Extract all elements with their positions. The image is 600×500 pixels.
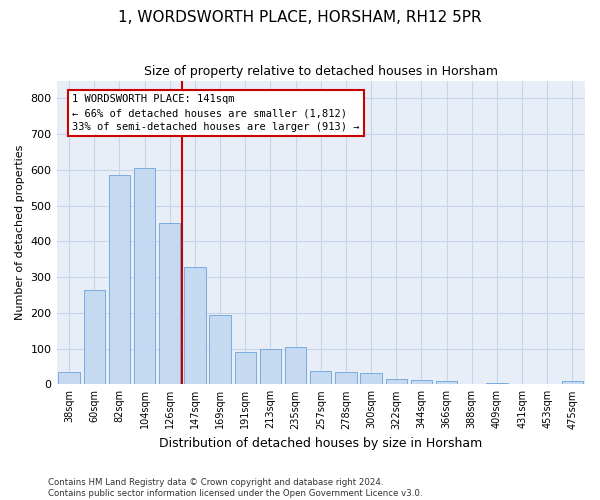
X-axis label: Distribution of detached houses by size in Horsham: Distribution of detached houses by size … xyxy=(159,437,482,450)
Bar xyxy=(335,372,356,384)
Bar xyxy=(235,352,256,384)
Bar xyxy=(386,379,407,384)
Title: Size of property relative to detached houses in Horsham: Size of property relative to detached ho… xyxy=(144,65,498,78)
Bar xyxy=(58,372,80,384)
Y-axis label: Number of detached properties: Number of detached properties xyxy=(15,144,25,320)
Bar xyxy=(411,380,432,384)
Bar xyxy=(260,348,281,384)
Bar xyxy=(436,380,457,384)
Bar xyxy=(109,176,130,384)
Bar xyxy=(285,348,307,385)
Bar xyxy=(134,168,155,384)
Bar xyxy=(486,382,508,384)
Bar xyxy=(209,314,231,384)
Text: Contains HM Land Registry data © Crown copyright and database right 2024.
Contai: Contains HM Land Registry data © Crown c… xyxy=(48,478,422,498)
Bar xyxy=(83,290,105,384)
Bar xyxy=(361,372,382,384)
Bar xyxy=(159,224,181,384)
Bar xyxy=(184,267,206,384)
Bar xyxy=(310,370,331,384)
Text: 1 WORDSWORTH PLACE: 141sqm
← 66% of detached houses are smaller (1,812)
33% of s: 1 WORDSWORTH PLACE: 141sqm ← 66% of deta… xyxy=(73,94,360,132)
Text: 1, WORDSWORTH PLACE, HORSHAM, RH12 5PR: 1, WORDSWORTH PLACE, HORSHAM, RH12 5PR xyxy=(118,10,482,25)
Bar xyxy=(562,382,583,384)
